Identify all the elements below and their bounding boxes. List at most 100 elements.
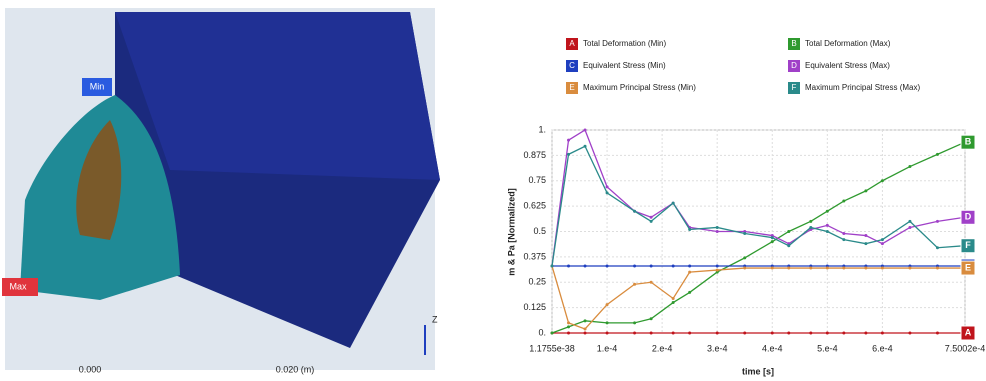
point (650, 281, 653, 284)
point (650, 220, 653, 223)
y-tick-label: 0.875 (523, 150, 546, 160)
point (842, 238, 845, 241)
legend-label: Total Deformation (Min) (583, 39, 666, 48)
point (881, 332, 884, 335)
point (826, 230, 829, 233)
point (688, 271, 691, 274)
point (606, 191, 609, 194)
y-tick-label: 0.125 (523, 302, 546, 312)
page: {"model_view": {"min_label": "Min", "max… (0, 0, 986, 381)
point (908, 226, 911, 229)
point (672, 332, 675, 335)
point (842, 232, 845, 235)
point (633, 283, 636, 286)
point (688, 332, 691, 335)
point (650, 265, 653, 268)
point (936, 267, 939, 270)
point (650, 332, 653, 335)
point (688, 291, 691, 294)
x-tick-label: 4.e-4 (762, 343, 783, 353)
x-tick-label: 5.e-4 (817, 343, 838, 353)
point (584, 327, 587, 330)
point (650, 216, 653, 219)
y-tick-label: 1. (538, 124, 546, 134)
point (881, 267, 884, 270)
point (584, 145, 587, 148)
point (842, 200, 845, 203)
point (908, 332, 911, 335)
point (606, 332, 609, 335)
y-axis-label: m & Pa [Normalized] (506, 188, 516, 276)
point (842, 267, 845, 270)
legend-label: Total Deformation (Max) (805, 39, 891, 48)
x-tick-label: 3.e-4 (707, 343, 728, 353)
point (787, 230, 790, 233)
legend-label: Maximum Principal Stress (Max) (805, 83, 920, 92)
y-tick-label: 0.625 (523, 201, 546, 211)
point (787, 267, 790, 270)
point (716, 332, 719, 335)
point (743, 332, 746, 335)
point (864, 242, 867, 245)
point (864, 332, 867, 335)
end-tag-letter: A (965, 327, 972, 337)
point (716, 230, 719, 233)
point (633, 321, 636, 324)
point (809, 226, 812, 229)
y-tick-label: 0. (538, 327, 546, 337)
screen: Min Max 0.000 0.020 (m) Z m & Pa [Normal… (0, 0, 986, 381)
point (881, 242, 884, 245)
point (567, 325, 570, 328)
point (936, 332, 939, 335)
point (672, 301, 675, 304)
point (567, 139, 570, 142)
point (584, 319, 587, 322)
point (771, 267, 774, 270)
point (633, 332, 636, 335)
point (864, 189, 867, 192)
scale-start: 0.000 (79, 364, 102, 374)
point (606, 303, 609, 306)
point (567, 332, 570, 335)
legend-label: Equivalent Stress (Min) (583, 61, 666, 70)
point (787, 244, 790, 247)
point (584, 129, 587, 132)
point (936, 220, 939, 223)
point (771, 332, 774, 335)
point (771, 236, 774, 239)
point (826, 267, 829, 270)
min-label: Min (90, 81, 105, 91)
point (606, 185, 609, 188)
legend-letter: F (792, 83, 797, 92)
point (567, 153, 570, 156)
point (771, 240, 774, 243)
point (567, 321, 570, 324)
point (688, 265, 691, 268)
legend-letter: D (791, 61, 797, 70)
legend-letter: B (791, 39, 796, 48)
end-tag-letter: F (965, 240, 971, 250)
point (551, 332, 554, 335)
legend-label: Maximum Principal Stress (Min) (583, 83, 696, 92)
point (864, 234, 867, 237)
point (716, 269, 719, 272)
x-tick-label: 2.e-4 (652, 343, 673, 353)
point (633, 210, 636, 213)
legend-letter: A (569, 39, 575, 48)
x-tick-label: 1.e-4 (597, 343, 618, 353)
point (716, 226, 719, 229)
point (551, 265, 554, 268)
x-tick-label: 6.e-4 (872, 343, 893, 353)
point (881, 179, 884, 182)
max-label: Max (9, 281, 27, 291)
point (908, 267, 911, 270)
y-tick-label: 0.5 (533, 226, 546, 236)
point (716, 265, 719, 268)
point (809, 267, 812, 270)
point (842, 332, 845, 335)
legend-letter: E (569, 83, 574, 92)
point (567, 265, 570, 268)
point (584, 265, 587, 268)
point (881, 238, 884, 241)
point (606, 265, 609, 268)
